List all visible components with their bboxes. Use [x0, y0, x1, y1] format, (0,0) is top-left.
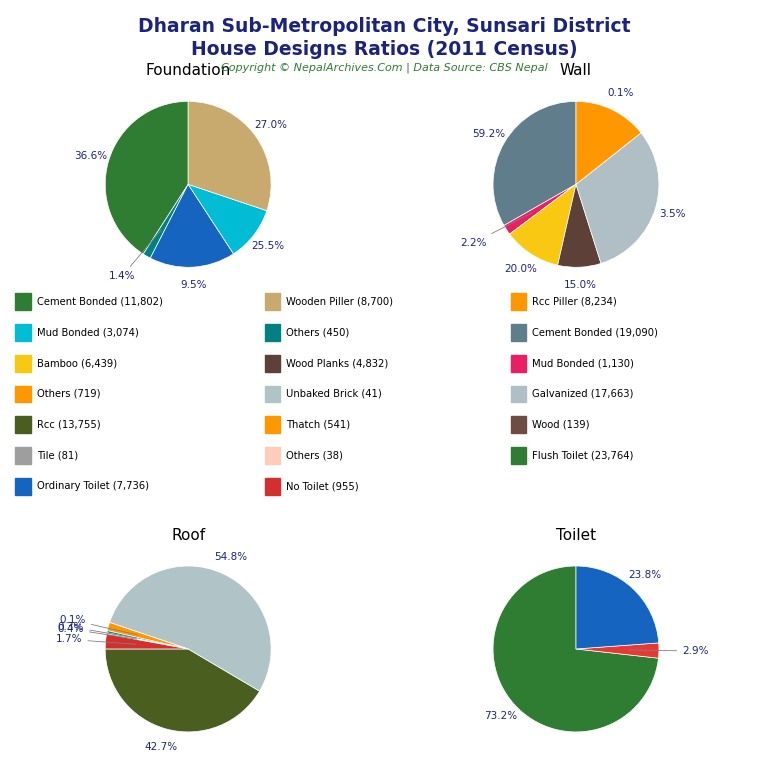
Text: 42.7%: 42.7% [145, 742, 178, 752]
Wedge shape [105, 649, 260, 732]
Text: Others (38): Others (38) [286, 450, 343, 461]
Text: 36.6%: 36.6% [74, 151, 108, 161]
Text: Wood Planks (4,832): Wood Planks (4,832) [286, 358, 389, 369]
Wedge shape [108, 622, 188, 649]
Title: Foundation: Foundation [145, 63, 231, 78]
Wedge shape [188, 101, 271, 210]
Text: 20.0%: 20.0% [505, 264, 538, 274]
Wedge shape [576, 101, 641, 184]
Wedge shape [576, 133, 659, 263]
Text: Galvanized (17,663): Galvanized (17,663) [532, 389, 634, 399]
Text: 54.8%: 54.8% [214, 552, 247, 562]
Text: 27.0%: 27.0% [253, 121, 286, 131]
Text: Bamboo (6,439): Bamboo (6,439) [37, 358, 117, 369]
Text: 1.4%: 1.4% [108, 230, 161, 281]
Text: Others (719): Others (719) [37, 389, 101, 399]
Text: Wooden Piller (8,700): Wooden Piller (8,700) [286, 296, 393, 307]
Text: Tile (81): Tile (81) [37, 450, 78, 461]
Title: Roof: Roof [171, 528, 205, 543]
Text: 73.2%: 73.2% [484, 711, 517, 721]
Text: 0.3%: 0.3% [58, 622, 137, 638]
Wedge shape [493, 101, 576, 226]
Text: 25.5%: 25.5% [252, 241, 285, 251]
Text: Cement Bonded (11,802): Cement Bonded (11,802) [37, 296, 163, 307]
Title: Wall: Wall [560, 63, 592, 78]
Wedge shape [576, 566, 659, 649]
Text: Rcc Piller (8,234): Rcc Piller (8,234) [532, 296, 617, 307]
Text: Others (450): Others (450) [286, 327, 349, 338]
Text: 1.7%: 1.7% [56, 634, 136, 644]
Text: 23.8%: 23.8% [628, 570, 661, 580]
Text: 0.4%: 0.4% [58, 624, 137, 639]
Text: Dharan Sub-Metropolitan City, Sunsari District: Dharan Sub-Metropolitan City, Sunsari Di… [137, 17, 631, 36]
Text: Mud Bonded (1,130): Mud Bonded (1,130) [532, 358, 634, 369]
Text: 15.0%: 15.0% [564, 280, 597, 290]
Text: 59.2%: 59.2% [472, 128, 505, 138]
Text: Flush Toilet (23,764): Flush Toilet (23,764) [532, 450, 634, 461]
Text: Wood (139): Wood (139) [532, 419, 590, 430]
Wedge shape [144, 184, 188, 258]
Text: 2.2%: 2.2% [461, 213, 532, 247]
Text: 0.1%: 0.1% [607, 88, 634, 98]
Text: 0.1%: 0.1% [59, 615, 137, 635]
Text: 2.9%: 2.9% [628, 646, 709, 656]
Text: Copyright © NepalArchives.Com | Data Source: CBS Nepal: Copyright © NepalArchives.Com | Data Sou… [220, 63, 548, 74]
Wedge shape [504, 184, 576, 234]
Wedge shape [110, 566, 271, 691]
Text: Ordinary Toilet (7,736): Ordinary Toilet (7,736) [37, 481, 149, 492]
Text: Unbaked Brick (41): Unbaked Brick (41) [286, 389, 382, 399]
Text: No Toilet (955): No Toilet (955) [286, 481, 359, 492]
Wedge shape [493, 566, 658, 732]
Text: Mud Bonded (3,074): Mud Bonded (3,074) [37, 327, 138, 338]
Wedge shape [558, 184, 601, 267]
Text: Cement Bonded (19,090): Cement Bonded (19,090) [532, 327, 658, 338]
Wedge shape [107, 633, 188, 649]
Wedge shape [105, 101, 188, 254]
Text: 9.5%: 9.5% [180, 280, 207, 290]
Wedge shape [576, 643, 659, 658]
Wedge shape [188, 184, 266, 253]
Text: Thatch (541): Thatch (541) [286, 419, 350, 430]
Title: Toilet: Toilet [556, 528, 596, 543]
Wedge shape [105, 634, 188, 649]
Wedge shape [510, 184, 576, 265]
Wedge shape [107, 631, 188, 649]
Text: Rcc (13,755): Rcc (13,755) [37, 419, 101, 430]
Text: House Designs Ratios (2011 Census): House Designs Ratios (2011 Census) [190, 40, 578, 59]
Wedge shape [151, 184, 233, 267]
Text: 3.5%: 3.5% [660, 209, 686, 219]
